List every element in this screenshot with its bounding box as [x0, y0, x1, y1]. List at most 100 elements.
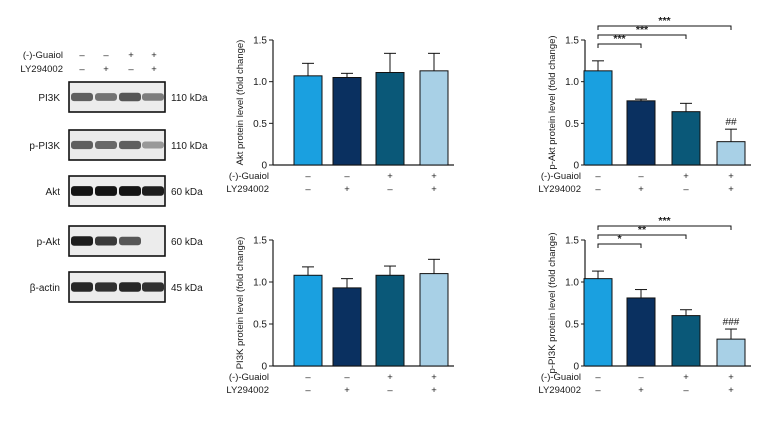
blot-band — [71, 186, 93, 196]
bar — [626, 297, 656, 367]
bar — [671, 315, 701, 367]
blot-kda-label: 110 kDa — [171, 141, 208, 152]
condition-sign: + — [728, 372, 734, 383]
condition-sign: + — [344, 184, 350, 195]
blot-treatment-label: LY294002 — [20, 64, 63, 75]
blot-treatment-sign: – — [79, 50, 85, 61]
bar — [375, 274, 405, 367]
significance-bracket — [597, 34, 687, 39]
blot-band — [119, 282, 141, 292]
condition-sign: – — [683, 184, 689, 195]
condition-sign: + — [344, 385, 350, 396]
blot-band — [95, 186, 117, 196]
condition-sign: – — [683, 385, 689, 396]
bar — [332, 287, 362, 367]
significance-bracket — [597, 225, 732, 230]
blot-treatment-label: (-)-Guaiol — [23, 50, 63, 61]
blot-protein-label: p-Akt — [37, 237, 61, 248]
condition-sign: – — [305, 184, 311, 195]
bar — [626, 100, 656, 166]
condition-sign: – — [344, 171, 350, 182]
blot-treatment-sign: – — [103, 50, 109, 61]
blot-band — [142, 93, 164, 101]
blot-kda-label: 60 kDa — [171, 187, 203, 198]
condition-sign: – — [595, 372, 601, 383]
y-tick-label: 0 — [573, 161, 579, 172]
y-tick-label: 1.5 — [565, 36, 579, 47]
y-axis-label: p-Akt protein level (fold change) — [547, 35, 558, 169]
condition-sign: + — [728, 184, 734, 195]
y-tick-label: 0.5 — [253, 119, 267, 130]
blot-band — [95, 141, 117, 149]
condition-sign: – — [595, 385, 601, 396]
y-tick-label: 1.5 — [565, 236, 579, 247]
blot-protein-label: p-PI3K — [29, 141, 60, 152]
blot-kda-label: 60 kDa — [171, 237, 203, 248]
y-tick-label: 0.5 — [565, 320, 579, 331]
blot-band — [71, 92, 93, 102]
condition-sign: + — [728, 171, 734, 182]
blot-band — [71, 236, 93, 246]
bar — [716, 141, 746, 166]
blot-kda-label: 110 kDa — [171, 93, 208, 104]
significance-bracket — [597, 43, 642, 48]
bar-chart-3: 0 0.5 1.0 1.5 PI3K protein level (fold chang… — [226, 236, 454, 396]
blot-treatment-sign: + — [151, 50, 157, 61]
blot-band — [142, 141, 164, 149]
blot-treatment-sign: – — [79, 64, 85, 75]
y-tick-label: 1.5 — [253, 36, 267, 47]
y-axis-label: PI3K protein level (fold change) — [235, 237, 246, 370]
blot-band — [142, 186, 164, 196]
blot-band — [95, 93, 117, 101]
condition-label: LY294002 — [538, 184, 581, 195]
significance-label: *** — [658, 215, 671, 227]
condition-sign: + — [728, 385, 734, 396]
significance-bracket — [597, 234, 687, 239]
condition-sign: + — [431, 385, 437, 396]
condition-sign: + — [638, 184, 644, 195]
y-tick-label: 1.0 — [253, 278, 267, 289]
y-axis-label: p-PI3K protein level (fold change) — [547, 233, 558, 374]
condition-sign: – — [387, 385, 393, 396]
y-tick-label: 0 — [261, 362, 267, 373]
blot-protein-label: Akt — [46, 187, 61, 198]
bar — [332, 77, 362, 166]
y-tick-label: 1.0 — [565, 278, 579, 289]
condition-sign: + — [431, 171, 437, 182]
significance-label: *** — [658, 15, 671, 27]
y-tick-label: 0.5 — [253, 320, 267, 331]
condition-label: LY294002 — [226, 184, 269, 195]
condition-label: (-)-Guaiol — [229, 171, 269, 182]
condition-label: (-)-Guaiol — [541, 372, 581, 383]
blot-treatment-sign: + — [128, 50, 134, 61]
significance-label: *** — [636, 24, 649, 36]
blot-band — [71, 140, 93, 150]
blot-band — [119, 92, 141, 102]
y-tick-label: 0 — [573, 362, 579, 373]
condition-sign: – — [305, 372, 311, 383]
bar — [583, 70, 613, 166]
western-blot-panel: (-)-Guaiol – – + + LY294002 – + – + PI3K 110 kDa p-P… — [20, 50, 208, 303]
significance-label: ** — [638, 224, 647, 236]
blot-kda-label: 45 kDa — [171, 283, 203, 294]
bar-chart-4: 0 0.5 1.0 1.5 p-PI3K protein level (fold cha… — [538, 215, 751, 396]
significance-bracket — [597, 25, 732, 30]
blot-protein-label: PI3K — [38, 93, 60, 104]
condition-sign: + — [683, 171, 689, 182]
blot-band — [119, 236, 141, 246]
bar — [375, 72, 405, 166]
condition-sign: – — [387, 184, 393, 195]
y-tick-label: 0.5 — [565, 119, 579, 130]
bar — [583, 278, 613, 367]
significance-bracket — [597, 243, 642, 248]
significance-label: * — [617, 233, 622, 245]
condition-sign: + — [638, 385, 644, 396]
condition-sign: + — [431, 184, 437, 195]
blot-treatment-sign: – — [128, 64, 134, 75]
blot-treatment-sign: + — [103, 64, 109, 75]
blot-treatment-sign: + — [151, 64, 157, 75]
condition-sign: + — [683, 372, 689, 383]
condition-sign: – — [305, 171, 311, 182]
bar — [293, 274, 323, 367]
